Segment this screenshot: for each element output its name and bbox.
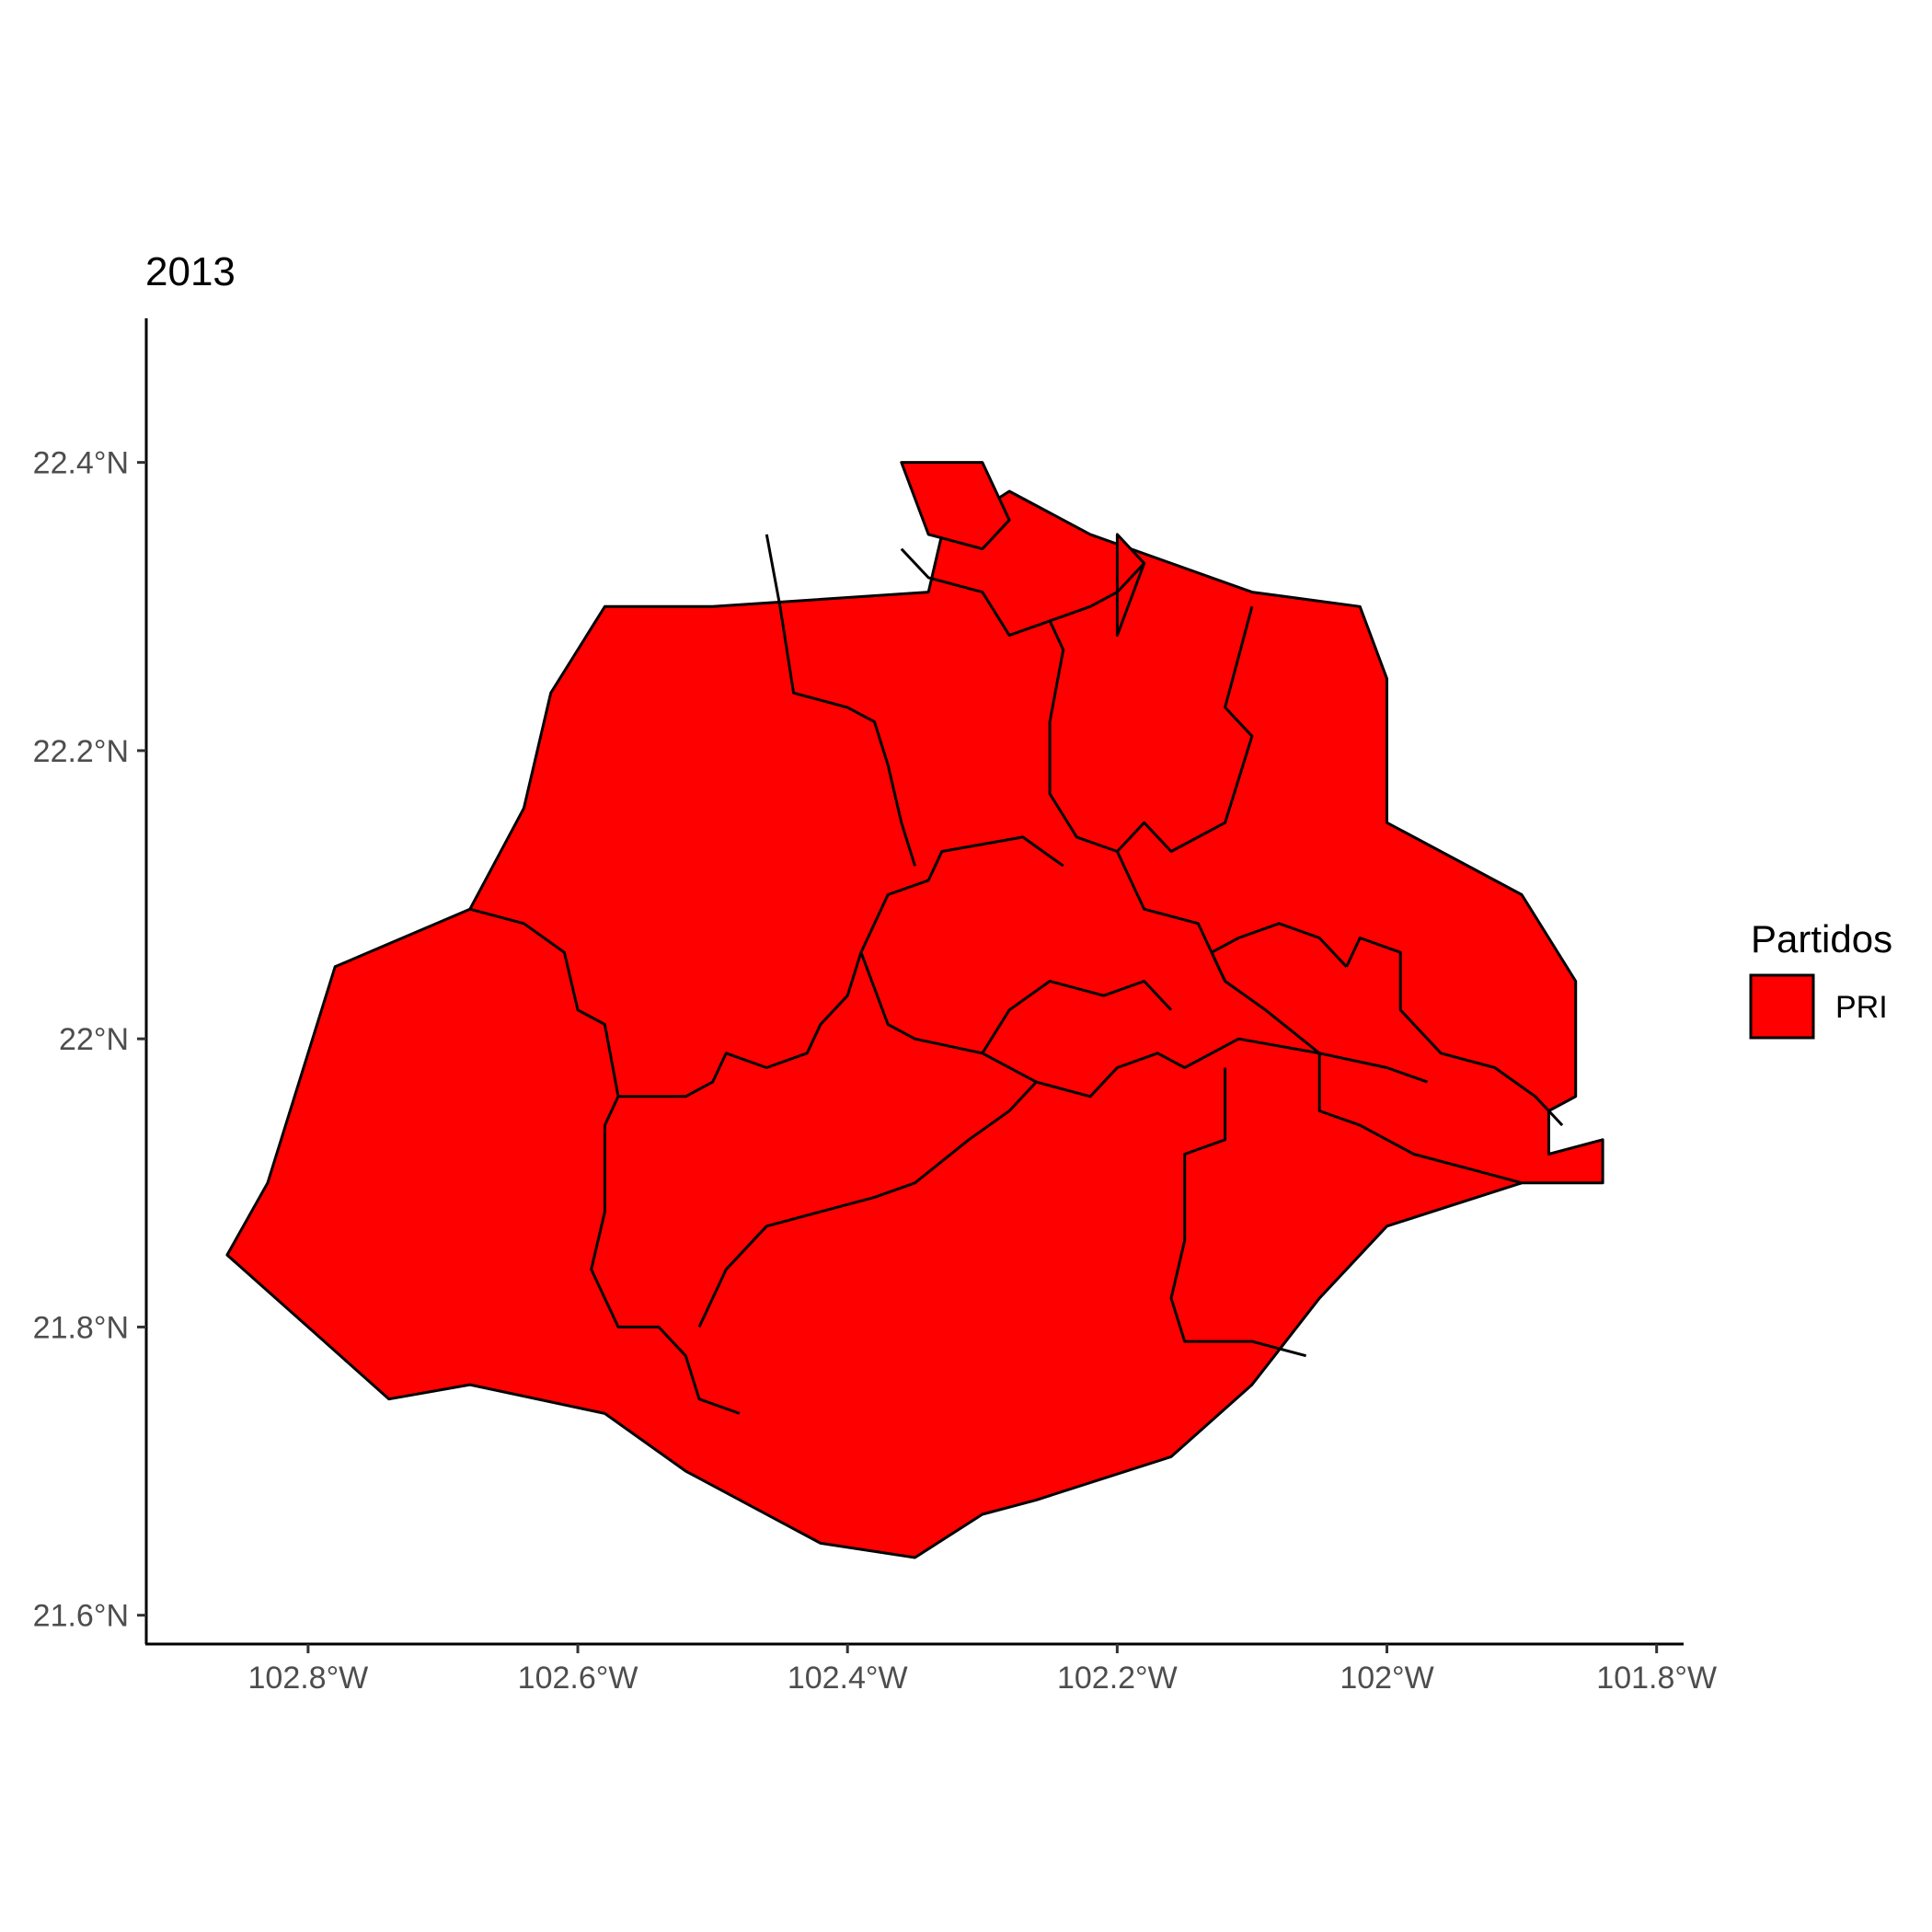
boundary-2 [765,534,916,867]
y-tick-label: 22°N [59,1022,129,1057]
legend-entries: PRI [1749,973,1888,1040]
x-tick-label: 102.2°W [1057,1661,1178,1696]
boundary-13 [1210,922,1348,983]
y-tick-label: 21.8°N [33,1310,129,1345]
region-2 [1115,533,1146,638]
boundary-3 [900,547,1133,881]
region-0 [225,489,1604,1559]
map-regions [225,461,1604,1559]
region-1 [900,461,1011,551]
boundary-12 [1345,937,1564,1127]
y-tick-label: 21.6°N [33,1599,129,1634]
boundary-9 [1036,1037,1429,1098]
boundary-1 [618,835,1064,1098]
boundary-11 [1317,1052,1523,1185]
boundary-5 [1116,605,1254,853]
x-tick-label: 102.4°W [788,1661,908,1696]
x-tick-label: 102°W [1340,1661,1433,1696]
boundary-10 [1169,1067,1306,1358]
legend-title: Partidos [1751,917,1892,960]
boundary-0 [469,907,741,1415]
boundary-7 [697,951,1038,1328]
boundary-4 [1049,562,1145,623]
chart-title: 2013 [145,249,236,294]
municipal-boundaries [469,534,1564,1415]
boundary-8 [981,980,1173,1054]
x-axis-ticks: 102.8°W 102.6°W 102.4°W 102.2°W 102°W 101.8°W [248,1644,1717,1696]
y-tick-label: 22.2°N [33,734,129,769]
y-axis-ticks: 21.6°N 21.8°N 22°N 22.2°N 22.4°N [33,446,146,1634]
legend: Partidos PRI [1749,917,1892,1040]
x-tick-label: 102.6°W [518,1661,638,1696]
y-tick-label: 22.4°N [33,446,129,481]
x-tick-label: 101.8°W [1596,1661,1717,1696]
x-tick-label: 102.8°W [248,1661,369,1696]
legend-label: PRI [1835,990,1888,1025]
legend-swatch [1749,973,1815,1040]
